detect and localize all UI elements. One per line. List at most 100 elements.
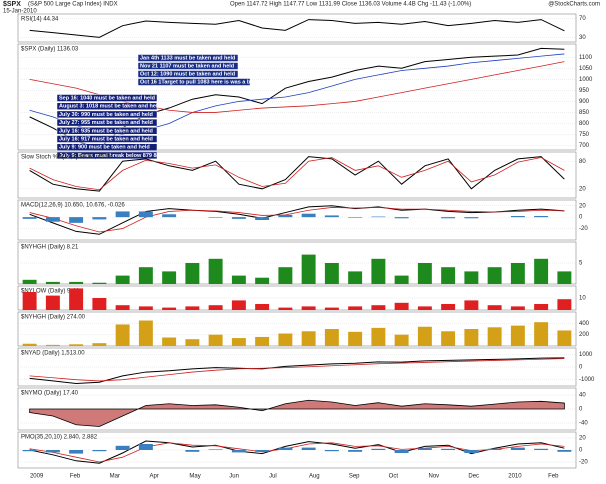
bar [69, 281, 84, 284]
bar [278, 307, 293, 310]
line [29, 357, 565, 384]
symbol-name: (S&P 500 Large Cap Index) INDX [28, 2, 118, 8]
panel-title: Slow Stoch %K(14,3) 86.84, 41.24 [21, 155, 113, 161]
annotation-box [56, 102, 158, 110]
bar [185, 339, 200, 346]
y-tick-label: 10 [579, 296, 586, 302]
x-tick-label: 2009 [30, 474, 44, 480]
bar [324, 263, 339, 284]
bar [487, 327, 502, 346]
y-tick-label: 1050 [579, 66, 593, 72]
bar [348, 306, 363, 310]
y-tick-label: 20 [579, 186, 586, 192]
bar [115, 324, 130, 346]
bar [208, 258, 223, 284]
bar [231, 275, 246, 284]
bar [394, 302, 409, 310]
panel-frame [17, 43, 577, 151]
line [29, 207, 565, 233]
bar [231, 338, 246, 346]
x-tick-label: Dec [468, 474, 479, 480]
bar [441, 448, 456, 450]
bar [45, 450, 60, 453]
line [29, 358, 565, 382]
y-tick-label: 0 [579, 448, 583, 454]
bar [557, 299, 572, 310]
bar [301, 213, 316, 218]
bar [92, 298, 107, 310]
annotation-box [56, 127, 158, 135]
annotation-box [137, 62, 239, 70]
bar [441, 304, 456, 310]
line [29, 157, 565, 191]
y-tick-label: 20 [579, 203, 586, 209]
bar [534, 322, 549, 346]
bar [371, 327, 386, 346]
panel-title: MACD(12,26,9) 10.650, 10.676, -0.026 [21, 203, 125, 209]
y-tick-label: 5 [579, 261, 583, 267]
bar [464, 329, 479, 346]
source: @StockCharts.com [548, 2, 600, 8]
bar [464, 300, 479, 310]
bar [45, 217, 60, 222]
bar [115, 445, 130, 450]
y-tick-label: 1000 [579, 352, 593, 358]
bar [534, 304, 549, 310]
bar [255, 217, 270, 220]
bar [185, 450, 200, 452]
x-tick-label: Mar [110, 474, 120, 480]
annotation: Oct 12: 1090 must be taken and held [140, 71, 235, 77]
y-tick-label: -40 [579, 421, 588, 427]
bar [231, 450, 246, 453]
bar [92, 217, 107, 220]
bar [534, 216, 549, 218]
annotation-box [56, 135, 158, 143]
bar [557, 450, 572, 452]
bar [45, 344, 60, 346]
bar [394, 217, 409, 219]
bar [45, 281, 60, 284]
annotation: July 16: 917 must be taken and held [59, 136, 153, 142]
bar [138, 320, 153, 346]
annotation: July 16: 935 must be taken and held [59, 128, 153, 134]
bar [45, 295, 60, 310]
bar [487, 448, 502, 450]
bar [162, 214, 177, 218]
y-tick-label: 1100 [579, 55, 593, 61]
y-tick-label: -20 [579, 460, 588, 466]
bar [69, 344, 84, 346]
bar [487, 305, 502, 310]
panel-title: $SPX (Daily) 1136.03 [21, 47, 79, 53]
bar [534, 448, 549, 450]
bar [301, 254, 316, 284]
y-tick-label: 0 [579, 407, 583, 413]
line [29, 19, 565, 38]
bar [371, 305, 386, 310]
bar [324, 450, 339, 452]
bar [92, 282, 107, 284]
y-tick-label: 0 [579, 365, 583, 371]
bar [557, 330, 572, 346]
bar [208, 334, 223, 346]
bar [208, 305, 223, 310]
x-tick-label: Feb [548, 474, 559, 480]
date: 15-Jan-2010 [3, 9, 37, 15]
bar [255, 450, 270, 452]
bar [464, 271, 479, 284]
area [29, 399, 565, 427]
bar [417, 306, 432, 310]
y-tick-label: 40 [579, 393, 586, 399]
bar [394, 275, 409, 284]
bar [231, 217, 246, 219]
bar [324, 215, 339, 218]
annotation: July 30: 990 must be taken and held [59, 112, 153, 118]
bar [371, 258, 386, 284]
bar [255, 277, 270, 284]
bar [464, 217, 479, 219]
panel-title: PMO(35,20,10) 2.840, 2.882 [21, 435, 98, 441]
x-tick-label: Aug [309, 474, 320, 480]
bar [22, 279, 37, 284]
annotation: Nov 21 1107 must be taken and held [140, 63, 234, 69]
bar [394, 334, 409, 346]
symbol: $SPX [3, 1, 21, 8]
